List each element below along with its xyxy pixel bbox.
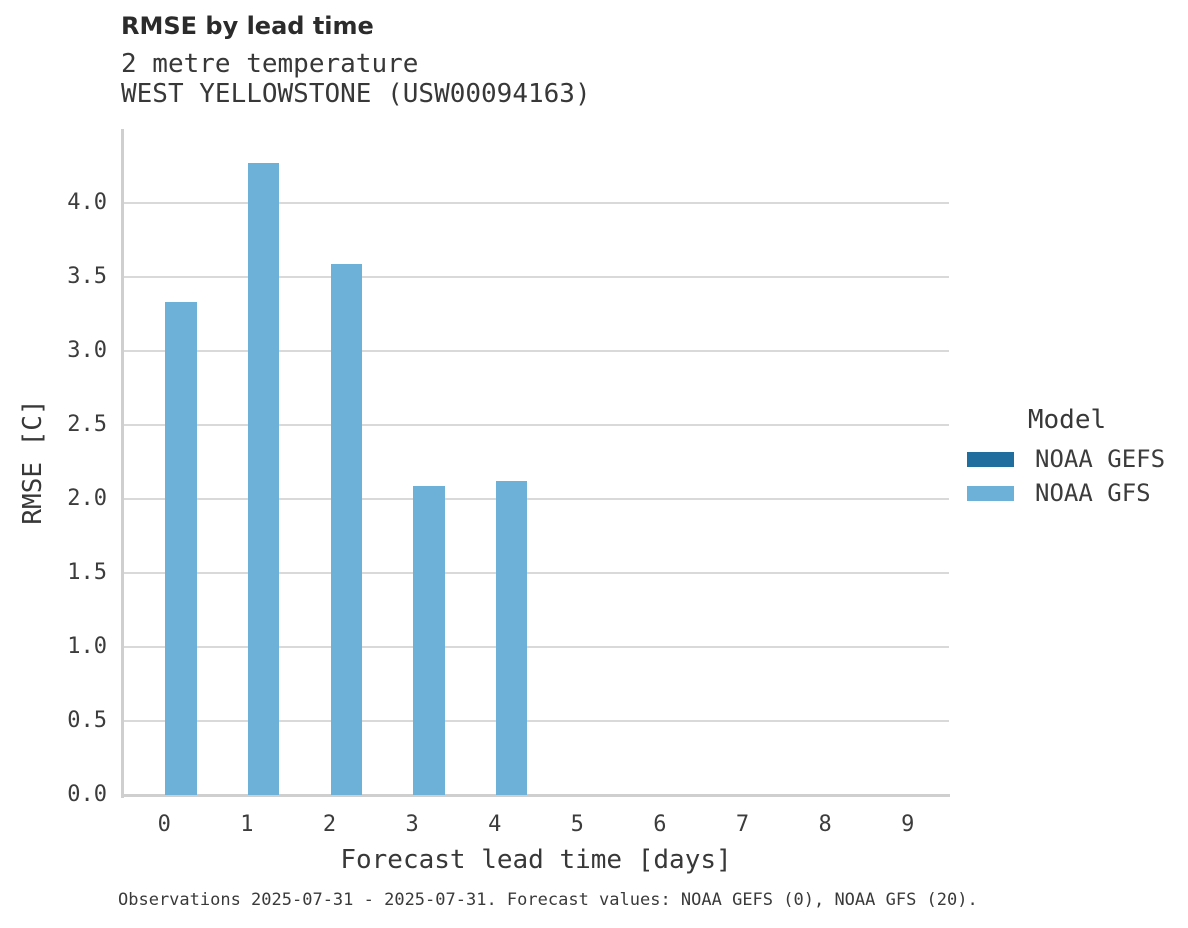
x-tick-label: 1	[240, 812, 254, 837]
y-gridline	[123, 350, 949, 352]
x-tick-label: 9	[901, 812, 915, 837]
x-axis-line	[121, 794, 950, 797]
y-tick-label: 1.0	[67, 634, 107, 659]
y-axis-spine	[121, 129, 124, 798]
y-gridline	[123, 202, 949, 204]
x-tick-label: 2	[322, 812, 337, 837]
chart-title: RMSE by lead time	[121, 12, 374, 40]
y-gridline	[123, 276, 949, 278]
bar-noaa-gfs	[247, 163, 280, 795]
chart-subtitle-station: WEST YELLOWSTONE (USW00094163)	[121, 79, 591, 109]
legend: Model NOAA GEFS NOAA GFS	[967, 405, 1167, 507]
legend-entry-noaa-gefs: NOAA GEFS	[967, 445, 1167, 473]
y-tick-label: 3.0	[67, 338, 107, 363]
y-tick-label: 3.5	[67, 264, 107, 289]
legend-entry-noaa-gfs: NOAA GFS	[967, 479, 1167, 507]
x-tick-label: 8	[818, 812, 832, 837]
y-gridline	[123, 720, 949, 722]
legend-label-noaa-gfs: NOAA GFS	[1035, 479, 1151, 507]
x-tick-label: 7	[735, 812, 750, 837]
y-tick-label: 2.0	[67, 486, 107, 511]
y-axis-title: RMSE [C]	[18, 399, 48, 525]
x-tick-label: 6	[653, 812, 667, 837]
x-tick-label: 3	[405, 812, 419, 837]
bar-noaa-gfs	[495, 481, 528, 795]
legend-swatch-noaa-gefs-icon	[967, 451, 1014, 467]
plot-area: 0.0 0.5 1.0 1.5 2.0 2.5 3.0 3.5 4.0 0 1 2 3 4 5 6 7 8 9	[67, 129, 950, 837]
x-tick-label: 5	[570, 812, 584, 837]
y-gridline	[123, 498, 949, 500]
y-gridline	[123, 424, 949, 426]
bar-noaa-gfs	[413, 485, 445, 795]
y-gridline	[123, 646, 949, 648]
bar-noaa-gfs	[330, 263, 362, 795]
y-tick-label: 0.5	[67, 708, 107, 733]
caption: Observations 2025-07-31 - 2025-07-31. Fo…	[118, 890, 978, 910]
legend-swatch-noaa-gfs-icon	[967, 485, 1014, 501]
y-tick-label: 2.5	[67, 412, 107, 437]
legend-label-noaa-gefs: NOAA GEFS	[1035, 445, 1166, 473]
x-axis-title: Forecast lead time [days]	[340, 845, 732, 875]
chart-subtitle-variable: 2 metre temperature	[121, 49, 419, 79]
x-tick-label: 4	[488, 812, 502, 837]
y-gridline	[123, 572, 949, 574]
y-tick-label: 1.5	[67, 560, 107, 585]
bar-noaa-gfs	[165, 302, 197, 795]
y-tick-label: 4.0	[67, 190, 107, 215]
legend-title: Model	[1027, 405, 1107, 435]
y-tick-label: 0.0	[67, 782, 107, 807]
x-tick-label: 0	[157, 812, 171, 837]
